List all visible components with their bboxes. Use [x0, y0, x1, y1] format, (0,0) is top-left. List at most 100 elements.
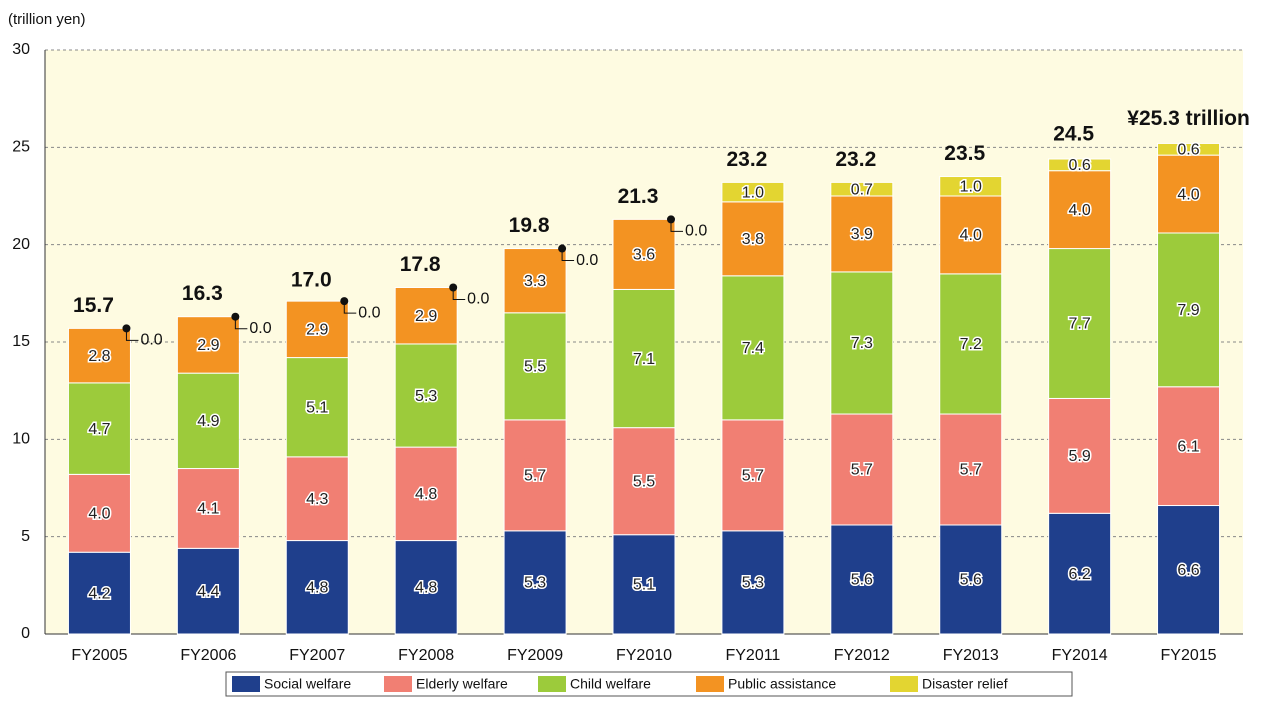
bar-segment [1048, 512, 1112, 635]
bar-segment [67, 551, 131, 635]
bar-segment [1157, 232, 1221, 388]
total-label: 23.5 [944, 142, 985, 165]
segment-label: 5.9 [1069, 448, 1091, 465]
bar-segment [830, 195, 894, 273]
segment-label: 4.0 [960, 227, 982, 244]
bar-segment [394, 286, 458, 345]
segment-label: 2.9 [306, 322, 328, 339]
segment-label: 6.6 [1177, 562, 1199, 579]
segment-label: 5.7 [524, 468, 546, 485]
bar-segment [939, 524, 1003, 635]
legend-swatch [890, 676, 918, 692]
bar-segment [612, 218, 676, 290]
leader-line [452, 287, 466, 300]
bar-segment [721, 181, 785, 203]
segment-label: 0.0 [358, 304, 380, 321]
x-tick-label: FY2015 [1161, 647, 1217, 664]
segment-label: 3.3 [524, 273, 546, 290]
segment-label: 5.3 [742, 575, 764, 592]
bar-segment [612, 427, 676, 536]
segment-label: 5.3 [524, 575, 546, 592]
segment-label: 4.2 [88, 585, 110, 602]
bar-segment [285, 357, 349, 458]
segment-label: 0.0 [576, 252, 598, 269]
bar-segment [394, 540, 458, 635]
bar-segment [721, 201, 785, 277]
legend-swatch [384, 676, 412, 692]
segment-label: 5.7 [742, 468, 764, 485]
x-tick-label: FY2008 [398, 647, 454, 664]
segment-label: 4.8 [415, 486, 437, 503]
segment-label: 4.9 [197, 413, 219, 430]
x-tick-label: FY2007 [289, 647, 345, 664]
bar-segment [285, 540, 349, 635]
segment-label: 4.3 [306, 491, 328, 508]
segment-label: 7.1 [633, 351, 655, 368]
segment-label: 7.9 [1177, 302, 1199, 319]
segment-label: 0.0 [249, 320, 271, 337]
segment-label: 4.0 [1177, 186, 1199, 203]
bar-segment [503, 419, 567, 532]
bar-segment [176, 372, 240, 470]
total-label: 19.8 [509, 214, 550, 237]
segment-label: 3.9 [851, 226, 873, 243]
segment-label: 7.4 [742, 340, 764, 357]
segment-label: 0.6 [1177, 141, 1199, 158]
total-label: 17.8 [400, 253, 441, 276]
segment-label: 4.0 [1069, 202, 1091, 219]
bar-segment [285, 300, 349, 359]
segment-label: 5.6 [960, 572, 982, 589]
total-label: 23.2 [726, 148, 767, 171]
bar-segment [721, 275, 785, 421]
x-tick-label: FY2012 [834, 647, 890, 664]
legend-swatch [232, 676, 260, 692]
legend-box [225, 671, 1073, 697]
bar-segment [612, 288, 676, 429]
segment-label: 5.1 [633, 577, 655, 594]
segment-label: 1.0 [960, 178, 982, 195]
y-tick-label: 20 [12, 236, 30, 253]
x-tick-label: FY2010 [616, 647, 672, 664]
segment-label: 2.9 [197, 337, 219, 354]
segment-label: 2.9 [415, 308, 437, 325]
segment-label: 7.7 [1069, 316, 1091, 333]
segment-label: 5.1 [306, 399, 328, 416]
bar-segment [1048, 397, 1112, 514]
x-tick-label: FY2013 [943, 647, 999, 664]
leader-line [670, 219, 683, 232]
segment-label: 4.8 [306, 579, 328, 596]
legend-label: Child welfare [570, 676, 651, 692]
segment-label: 4.0 [88, 506, 110, 523]
x-tick-label: FY2011 [725, 647, 780, 664]
segment-label: 7.3 [851, 335, 873, 352]
segment-label: 4.1 [197, 501, 219, 518]
leader-line [561, 248, 575, 262]
legend-swatch [696, 676, 724, 692]
x-tick-label: FY2005 [71, 647, 127, 664]
bar-segment [1048, 158, 1112, 172]
segment-label: 0.0 [467, 291, 489, 308]
x-tick-label: FY2009 [507, 647, 563, 664]
y-tick-label: 5 [21, 528, 30, 545]
leader-line [125, 328, 139, 341]
y-tick-label: 10 [12, 431, 30, 448]
segment-label: 5.3 [415, 388, 437, 405]
total-label: 24.5 [1053, 123, 1094, 146]
bar-segment [830, 524, 894, 635]
legend-label: Public assistance [728, 676, 836, 692]
bar-segment [1048, 170, 1112, 250]
segment-label: 0.6 [1069, 157, 1091, 174]
bar-segment [939, 176, 1003, 197]
bar-segment [830, 181, 894, 197]
bar-segment [503, 248, 567, 314]
y-tick-label: 30 [12, 41, 30, 58]
bar-segment [285, 456, 349, 542]
y-tick-label: 25 [12, 139, 30, 156]
segment-label: 2.8 [88, 348, 110, 365]
total-label: 23.2 [835, 148, 876, 171]
bar-segment [1157, 505, 1221, 635]
bar-segment [612, 534, 676, 635]
segment-label: 5.7 [960, 462, 982, 479]
leader-line [343, 301, 357, 314]
